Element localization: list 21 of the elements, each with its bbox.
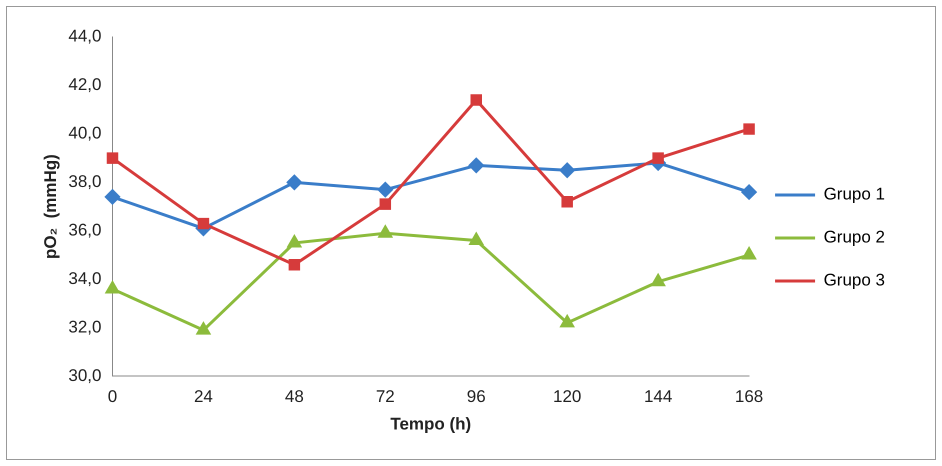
legend-label: Grupo 2 (824, 228, 886, 247)
x-tick-label: 96 (466, 387, 486, 406)
y-tick-label: 44,0 (68, 26, 102, 46)
y-tick-label: 34,0 (68, 268, 102, 288)
x-tick-label: 72 (376, 387, 395, 406)
x-tick-label: 48 (284, 387, 304, 406)
y-tick-label: 42,0 (68, 75, 102, 94)
x-tick-label: 0 (108, 387, 118, 406)
y-axis-title: pO₂ (mmHg) (40, 154, 60, 260)
x-axis-title: Tempo (h) (390, 414, 472, 434)
y-tick-label: 36,0 (68, 220, 102, 240)
legend-label: Grupo 3 (824, 270, 886, 290)
x-tick-label: 120 (553, 387, 582, 406)
y-tick-label: 32,0 (68, 317, 102, 336)
legend-label: Grupo 1 (824, 184, 886, 204)
y-tick-label: 40,0 (68, 124, 102, 143)
y-tick-label: 38,0 (68, 172, 102, 192)
x-tick-label: 144 (644, 387, 672, 406)
x-tick-label: 168 (734, 387, 764, 406)
y-tick-label: 30,0 (68, 366, 102, 385)
x-tick-label: 24 (194, 387, 213, 406)
